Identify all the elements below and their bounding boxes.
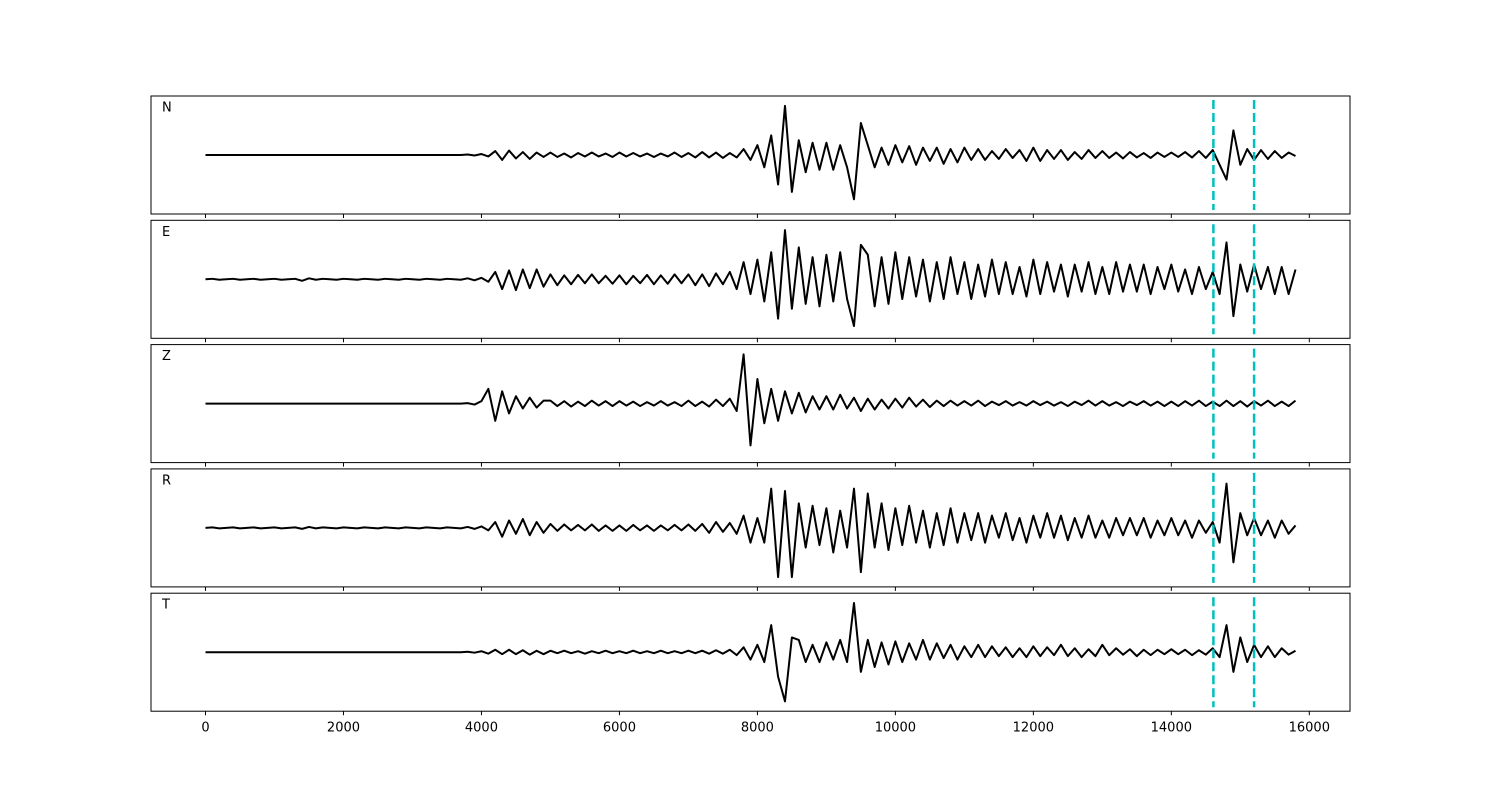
panel-frame [150, 219, 1351, 339]
waveform [205, 482, 1297, 579]
panel-label: R [162, 473, 171, 488]
waveform [205, 104, 1296, 201]
panel-label: N [162, 101, 172, 116]
panel-frame [150, 592, 1351, 712]
x-tick-label: 12000 [1013, 721, 1054, 736]
waveform [205, 229, 1297, 328]
waveform [205, 602, 1296, 703]
x-tick-label: 2000 [327, 721, 360, 736]
x-tick-label: 0 [201, 721, 209, 736]
panel-frame [150, 344, 1351, 464]
panel-label: Z [162, 349, 171, 364]
x-tick-label: 10000 [875, 721, 916, 736]
x-tick-label: 6000 [603, 721, 636, 736]
x-tick-label: 14000 [1151, 721, 1192, 736]
panel-label: T [161, 598, 170, 613]
x-tick-label: 4000 [465, 721, 498, 736]
panel-label: E [162, 225, 170, 240]
panel-frame [150, 468, 1351, 588]
panel-frame [150, 95, 1351, 215]
x-tick-label: 8000 [741, 721, 774, 736]
waveform [205, 353, 1297, 447]
x-tick-label: 16000 [1289, 721, 1330, 736]
